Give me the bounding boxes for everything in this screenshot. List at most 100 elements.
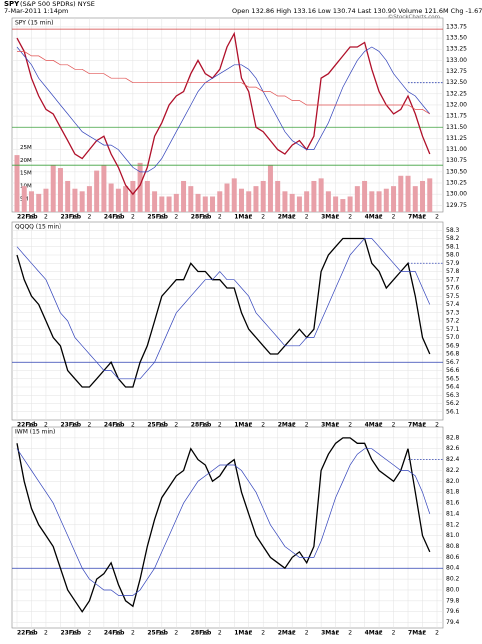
volume-bar — [325, 191, 331, 212]
x-tick-label: 2 — [348, 630, 352, 637]
y2-tick-label: 15M — [20, 171, 32, 177]
x-tick-label: 12 — [158, 214, 166, 221]
x-tick-label: 2Mar — [278, 630, 295, 637]
y-tick-label: 81.2 — [446, 521, 460, 528]
y-tick-label: 130.25 — [446, 180, 467, 187]
y-tick-label: 80.0 — [446, 586, 460, 593]
volume-bar — [123, 186, 129, 212]
volume-bar — [166, 196, 172, 212]
y-tick-label: 130.50 — [446, 168, 467, 175]
volume-bar — [137, 162, 143, 212]
x-tick-label: 12 — [28, 630, 36, 637]
x-tick-label: 12 — [71, 422, 79, 429]
x-tick-label: 22Feb — [17, 422, 38, 429]
y-tick-label: 56.3 — [446, 392, 460, 399]
volume-bar — [115, 188, 121, 212]
x-tick-label: 25Feb — [147, 422, 168, 429]
volume-bar — [181, 180, 187, 212]
y-tick-label: 82.4 — [446, 456, 460, 463]
x-tick-label: 2 — [87, 214, 91, 221]
y2-tick-label: 20M — [20, 158, 32, 164]
volume-bar — [427, 178, 433, 212]
volume-bar — [57, 168, 63, 212]
y-tick-label: 57.7 — [446, 276, 460, 283]
x-tick-label: 12 — [419, 422, 427, 429]
volume-bar — [260, 180, 266, 212]
y-tick-label: 57.2 — [446, 318, 460, 325]
volume-bar — [21, 186, 27, 212]
x-tick-label: 2 — [87, 422, 91, 429]
x-tick-label: 12 — [115, 630, 123, 637]
security-name: (S&P 500 SPDRs) NYSE — [20, 0, 95, 8]
x-tick-label: 2 — [131, 630, 135, 637]
y-tick-label: 82.8 — [446, 434, 460, 441]
y-tick-label: 57.6 — [446, 285, 460, 292]
y-tick-label: 56.6 — [446, 367, 460, 374]
x-tick-label: 2Mar — [278, 422, 295, 429]
x-tick-label: 12 — [375, 214, 383, 221]
y-tick-label: 130.75 — [446, 157, 467, 164]
x-tick-label: 23Feb — [60, 630, 81, 637]
volume-bar — [188, 186, 194, 212]
volume-bar — [398, 175, 404, 212]
volume-bar — [231, 178, 237, 212]
x-tick-label: 2 — [392, 630, 396, 637]
x-tick-label: 2 — [174, 422, 178, 429]
x-tick-label: 12 — [332, 214, 340, 221]
y-tick-label: 79.8 — [446, 597, 460, 604]
x-tick-label: 12 — [115, 214, 123, 221]
y-tick-label: 133.00 — [446, 57, 467, 64]
y-tick-label: 80.2 — [446, 576, 460, 583]
volume-bar — [224, 183, 230, 212]
x-tick-label: 12 — [375, 422, 383, 429]
volume-bar — [144, 180, 150, 212]
x-tick-label: 4Mar — [365, 630, 382, 637]
symbol: SPY — [4, 0, 20, 8]
volume-bar — [238, 188, 244, 212]
volume-bar — [304, 191, 310, 212]
x-tick-label: 4Mar — [365, 422, 382, 429]
y-tick-label: 56.8 — [446, 351, 460, 358]
y-tick-label: 57.1 — [446, 326, 460, 333]
volume-bar — [50, 165, 56, 212]
x-tick-label: 12 — [288, 214, 296, 221]
y-tick-label: 80.6 — [446, 554, 460, 561]
volume-bar — [376, 191, 382, 212]
x-tick-label: 12 — [419, 630, 427, 637]
y-tick-label: 57.8 — [446, 268, 460, 275]
volume-bar — [405, 175, 411, 212]
volume-bar — [130, 180, 136, 212]
x-tick-label: 2 — [44, 630, 48, 637]
x-tick-label: 12 — [201, 422, 209, 429]
volume-bar — [412, 186, 418, 212]
quote: Open 132.86 High 133.16 Low 130.74 Last … — [232, 7, 482, 15]
volume-bar — [217, 191, 223, 212]
x-tick-label: 12 — [201, 630, 209, 637]
volume-bar — [108, 183, 114, 212]
x-tick-label: 12 — [71, 630, 79, 637]
panel-title: QQQQ (15 min) — [15, 224, 61, 231]
y-tick-label: 129.75 — [446, 202, 467, 209]
x-tick-label: 2 — [261, 214, 265, 221]
x-tick-label: 25Feb — [147, 630, 168, 637]
x-tick-label: 3Mar — [321, 214, 338, 221]
x-tick-label: 1Mar — [234, 214, 251, 221]
y-tick-label: 131.75 — [446, 113, 467, 120]
x-tick-label: 2 — [435, 214, 439, 221]
x-tick-label: 2 — [348, 214, 352, 221]
volume-bar — [282, 191, 288, 212]
volume-bar — [65, 180, 71, 212]
x-tick-label: 2 — [305, 214, 309, 221]
volume-bar — [28, 191, 34, 212]
y-tick-label: 57.5 — [446, 293, 460, 300]
x-tick-label: 23Feb — [60, 214, 81, 221]
x-tick-label: 2 — [218, 214, 222, 221]
credit: ©StockCharts.com — [388, 14, 440, 21]
volume-bar — [101, 165, 107, 212]
volume-bar — [267, 165, 273, 212]
x-tick-label: 12 — [245, 630, 253, 637]
moving-average — [16, 448, 431, 596]
volume-bar — [383, 188, 389, 212]
x-tick-label: 2 — [435, 630, 439, 637]
